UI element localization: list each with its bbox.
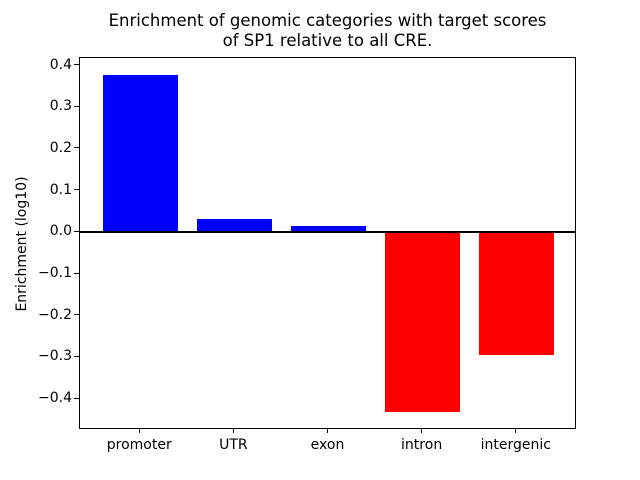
y-tick-mark	[74, 147, 79, 149]
x-tick-label-intergenic: intergenic	[480, 437, 551, 453]
plot-area	[79, 57, 576, 429]
chart-title-line2: of SP1 relative to all CRE.	[222, 31, 433, 50]
y-tick-mark	[74, 189, 79, 191]
x-tick-label-UTR: UTR	[219, 437, 248, 453]
y-tick-label: 0.4	[49, 56, 72, 73]
y-tick-label: −0.3	[38, 348, 72, 365]
y-tick-mark	[74, 272, 79, 274]
x-tick-mark	[327, 429, 328, 433]
y-tick-mark	[74, 397, 79, 399]
y-tick-label: −0.2	[38, 306, 72, 323]
x-tick-mark	[421, 429, 423, 433]
x-tick-label-promoter: promoter	[106, 437, 172, 453]
bar-exon	[290, 226, 367, 233]
y-tick-label: −0.1	[38, 265, 72, 282]
bar-intron	[384, 232, 461, 412]
x-tick-label-intron: intron	[401, 437, 443, 453]
y-tick-mark	[74, 105, 79, 107]
x-tick-mark	[138, 429, 140, 433]
y-tick-mark	[74, 230, 79, 232]
y-tick-label: −0.4	[38, 390, 72, 407]
chart-title-line1: Enrichment of genomic categories with ta…	[108, 11, 547, 30]
x-tick-label-exon: exon	[310, 437, 345, 453]
bar-UTR	[196, 219, 273, 233]
bar-promoter	[102, 75, 178, 233]
zero-line	[80, 231, 575, 234]
y-tick-label: 0.2	[49, 139, 72, 156]
y-tick-label: 0.3	[49, 98, 72, 115]
y-tick-label: 0.0	[49, 223, 72, 240]
y-tick-mark	[74, 314, 79, 316]
x-tick-mark	[232, 429, 234, 433]
y-tick-mark	[74, 64, 79, 65]
bar-intergenic	[479, 232, 555, 355]
y-tick-mark	[74, 355, 79, 357]
chart-title: Enrichment of genomic categories with ta…	[79, 11, 576, 51]
y-tick-label: 0.1	[49, 181, 72, 198]
x-tick-mark	[515, 429, 517, 433]
